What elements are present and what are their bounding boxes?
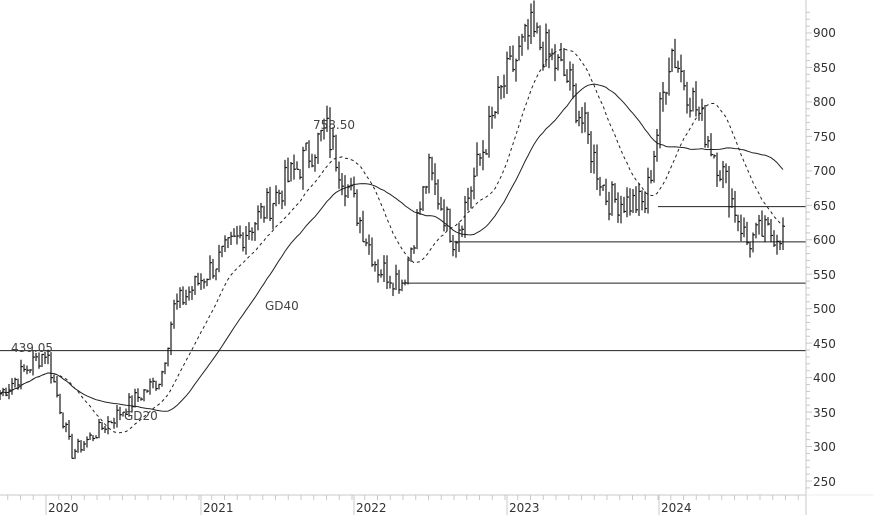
support-resistance-lines (0, 206, 806, 352)
y-label-350: 350 (813, 406, 836, 420)
y-label-600: 600 (813, 233, 836, 247)
gd20-line (0, 48, 784, 434)
gd20-moving-average (0, 48, 784, 434)
y-label-300: 300 (813, 440, 836, 454)
y-label-250: 250 (813, 475, 836, 489)
y-label-400: 400 (813, 371, 836, 385)
y-label-700: 700 (813, 164, 836, 178)
annotation-gd40: GD40 (265, 299, 299, 313)
x-label-2021: 2021 (203, 501, 234, 515)
y-label-850: 850 (813, 61, 836, 75)
y-axis-ticks (806, 11, 812, 489)
y-label-500: 500 (813, 302, 836, 316)
annotation-high-2020: 439.05 (11, 341, 53, 355)
y-label-750: 750 (813, 130, 836, 144)
x-label-2022: 2022 (356, 501, 387, 515)
annotation-gd20: GD20 (124, 409, 158, 423)
y-label-450: 450 (813, 337, 836, 351)
x-axis: 2020 2021 2022 2023 2024 (0, 494, 874, 515)
x-label-2023: 2023 (509, 501, 540, 515)
y-label-800: 800 (813, 95, 836, 109)
x-axis-ticks (7, 495, 799, 500)
gd40-line (0, 83, 784, 412)
y-axis: 900 850 800 750 700 650 600 550 500 450 … (805, 0, 836, 515)
y-label-650: 650 (813, 199, 836, 213)
annotation-high-2021: 758.50 (313, 118, 355, 132)
y-label-550: 550 (813, 268, 836, 282)
x-label-2020: 2020 (48, 501, 79, 515)
ohlc-bars (0, 0, 785, 460)
gd40-moving-average (0, 83, 784, 412)
y-label-900: 900 (813, 26, 836, 40)
x-label-2024: 2024 (661, 501, 692, 515)
